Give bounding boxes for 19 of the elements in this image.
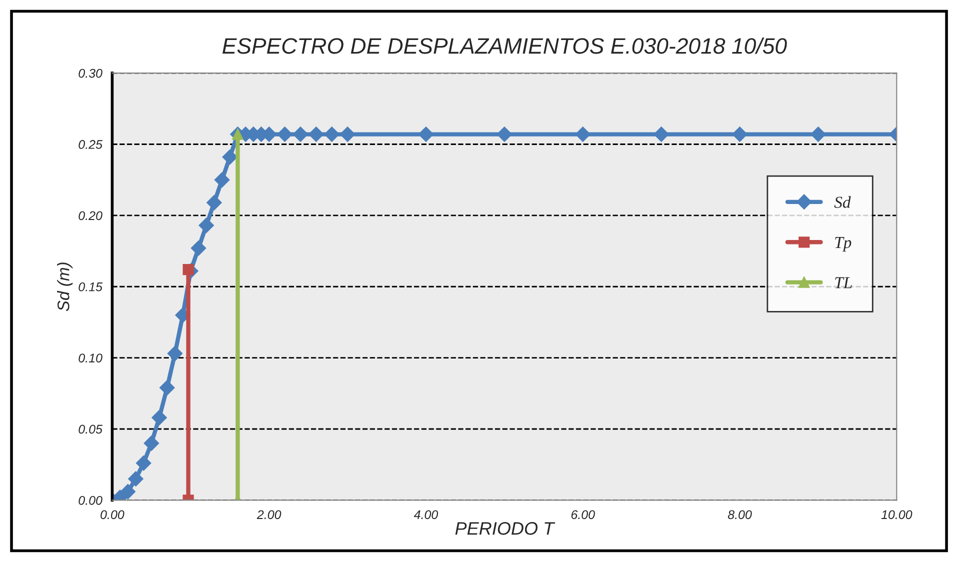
x-axis-title: PERIODO T: [455, 522, 556, 535]
y-tick-label: 0.10: [78, 354, 102, 362]
x-tick-label: 10.00: [881, 510, 912, 520]
y-tick-label: 0.05: [78, 424, 103, 434]
y-axis-title: Sd (m): [57, 262, 73, 312]
legend-label: Sd: [834, 196, 851, 208]
legend-label: TL: [835, 277, 852, 288]
chart-title: ESPECTRO DE DESPLAZAMIENTOS E.030-2018 10/50: [222, 38, 787, 54]
legend-label: Tp: [835, 237, 852, 252]
x-tick-label: 4.00: [414, 510, 438, 520]
x-tick-label: 6.00: [571, 510, 595, 520]
y-tick-label: 0.30: [78, 68, 102, 78]
y-tick-label: 0.20: [78, 211, 102, 220]
x-tick-label: 2.00: [256, 510, 282, 520]
x-tick-label: 0.00: [100, 510, 124, 520]
x-tick-label: 8.00: [728, 510, 752, 520]
y-tick-label: 0.15: [78, 282, 103, 292]
y-tick-label: 0.25: [78, 140, 103, 149]
y-tick-label: 0.00: [78, 496, 102, 505]
